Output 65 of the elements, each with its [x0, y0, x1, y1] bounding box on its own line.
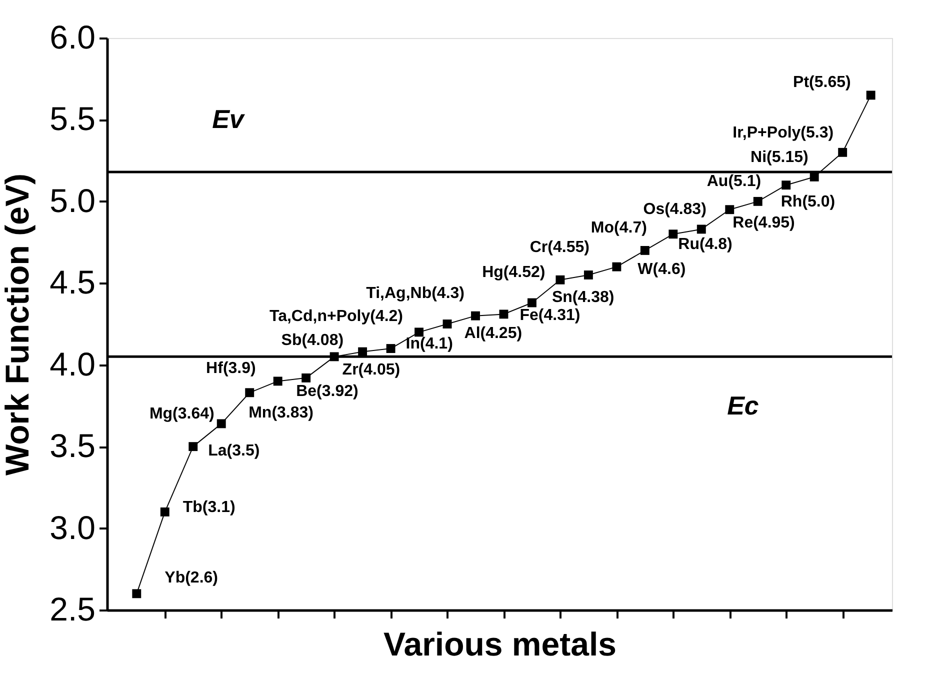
point: [696, 224, 706, 234]
y-tick-label: 6.0: [50, 18, 96, 56]
data-label: W(4.6): [638, 260, 686, 278]
y-tick-label: 3.5: [50, 427, 96, 464]
point: [414, 328, 424, 337]
data-label: Ni(5.15): [750, 148, 808, 166]
point: [528, 298, 536, 308]
data-label: Au(5.1): [706, 173, 762, 190]
point: [132, 589, 142, 598]
point: [358, 347, 368, 356]
data-label: Mn(3.83): [248, 404, 314, 422]
y-axis-title: Work Function (eV): [0, 174, 36, 476]
y-tick-label: 3.0: [50, 508, 96, 546]
point: [640, 246, 650, 255]
data-label: Rh(5.0): [780, 193, 836, 210]
y-tick-label: 4.0: [50, 345, 96, 382]
point: [188, 442, 198, 452]
data-label: Cr(4.55): [530, 238, 590, 256]
point: [753, 196, 762, 206]
data-label: Re(4.95): [732, 214, 795, 232]
data-label: Fe(4.31): [520, 307, 580, 324]
data-label: Tb(3.1): [182, 498, 236, 516]
data-label: Zr(4.05): [342, 362, 400, 379]
point: [386, 344, 396, 353]
y-tick-label: 2.5: [50, 590, 96, 628]
data-label: Pt(5.65): [793, 74, 851, 92]
x-axis-title: Various metals: [384, 626, 616, 662]
data-label: Hg(4.52): [482, 264, 546, 281]
data-label: Ir,P+Poly(5.3): [732, 124, 834, 142]
y-tick-label: 5.5: [50, 100, 96, 138]
data-label: La(3.5): [208, 442, 260, 460]
point: [216, 419, 226, 428]
point: [160, 507, 170, 516]
data-label: Os(4.83): [643, 201, 706, 218]
point: [668, 230, 678, 239]
data-label: Sb(4.08): [281, 332, 344, 349]
point: [725, 205, 734, 214]
point: [810, 172, 819, 182]
ref-line-label: Ev: [212, 104, 246, 134]
ref-line-label: Ec: [727, 390, 760, 421]
point: [866, 90, 876, 100]
point: [471, 311, 480, 320]
y-tick-label: 4.5: [50, 264, 96, 301]
point: [838, 148, 848, 157]
data-label: Yb(2.6): [164, 570, 218, 587]
point: [302, 373, 311, 382]
data-label: Ru(4.8): [678, 236, 732, 254]
point: [245, 388, 254, 398]
data-label: Mo(4.7): [590, 219, 647, 236]
y-tick-label: 5.0: [50, 182, 96, 219]
data-label: Mg(3.64): [149, 406, 214, 423]
point: [584, 270, 593, 280]
point: [782, 180, 791, 190]
data-label: Be(3.92): [296, 382, 358, 400]
point: [273, 376, 282, 386]
point: [556, 275, 565, 284]
point: [612, 262, 622, 272]
point: [499, 310, 508, 319]
data-label: Ti,Ag,Nb(4.3): [366, 284, 464, 302]
data-label: In(4.1): [406, 336, 453, 353]
data-label: Sn(4.38): [552, 288, 614, 306]
data-label: Ta,Cd,n+Poly(4.2): [270, 308, 404, 326]
point: [442, 320, 452, 328]
data-label: Hf(3.9): [206, 360, 256, 378]
data-label: Al(4.25): [464, 325, 522, 342]
